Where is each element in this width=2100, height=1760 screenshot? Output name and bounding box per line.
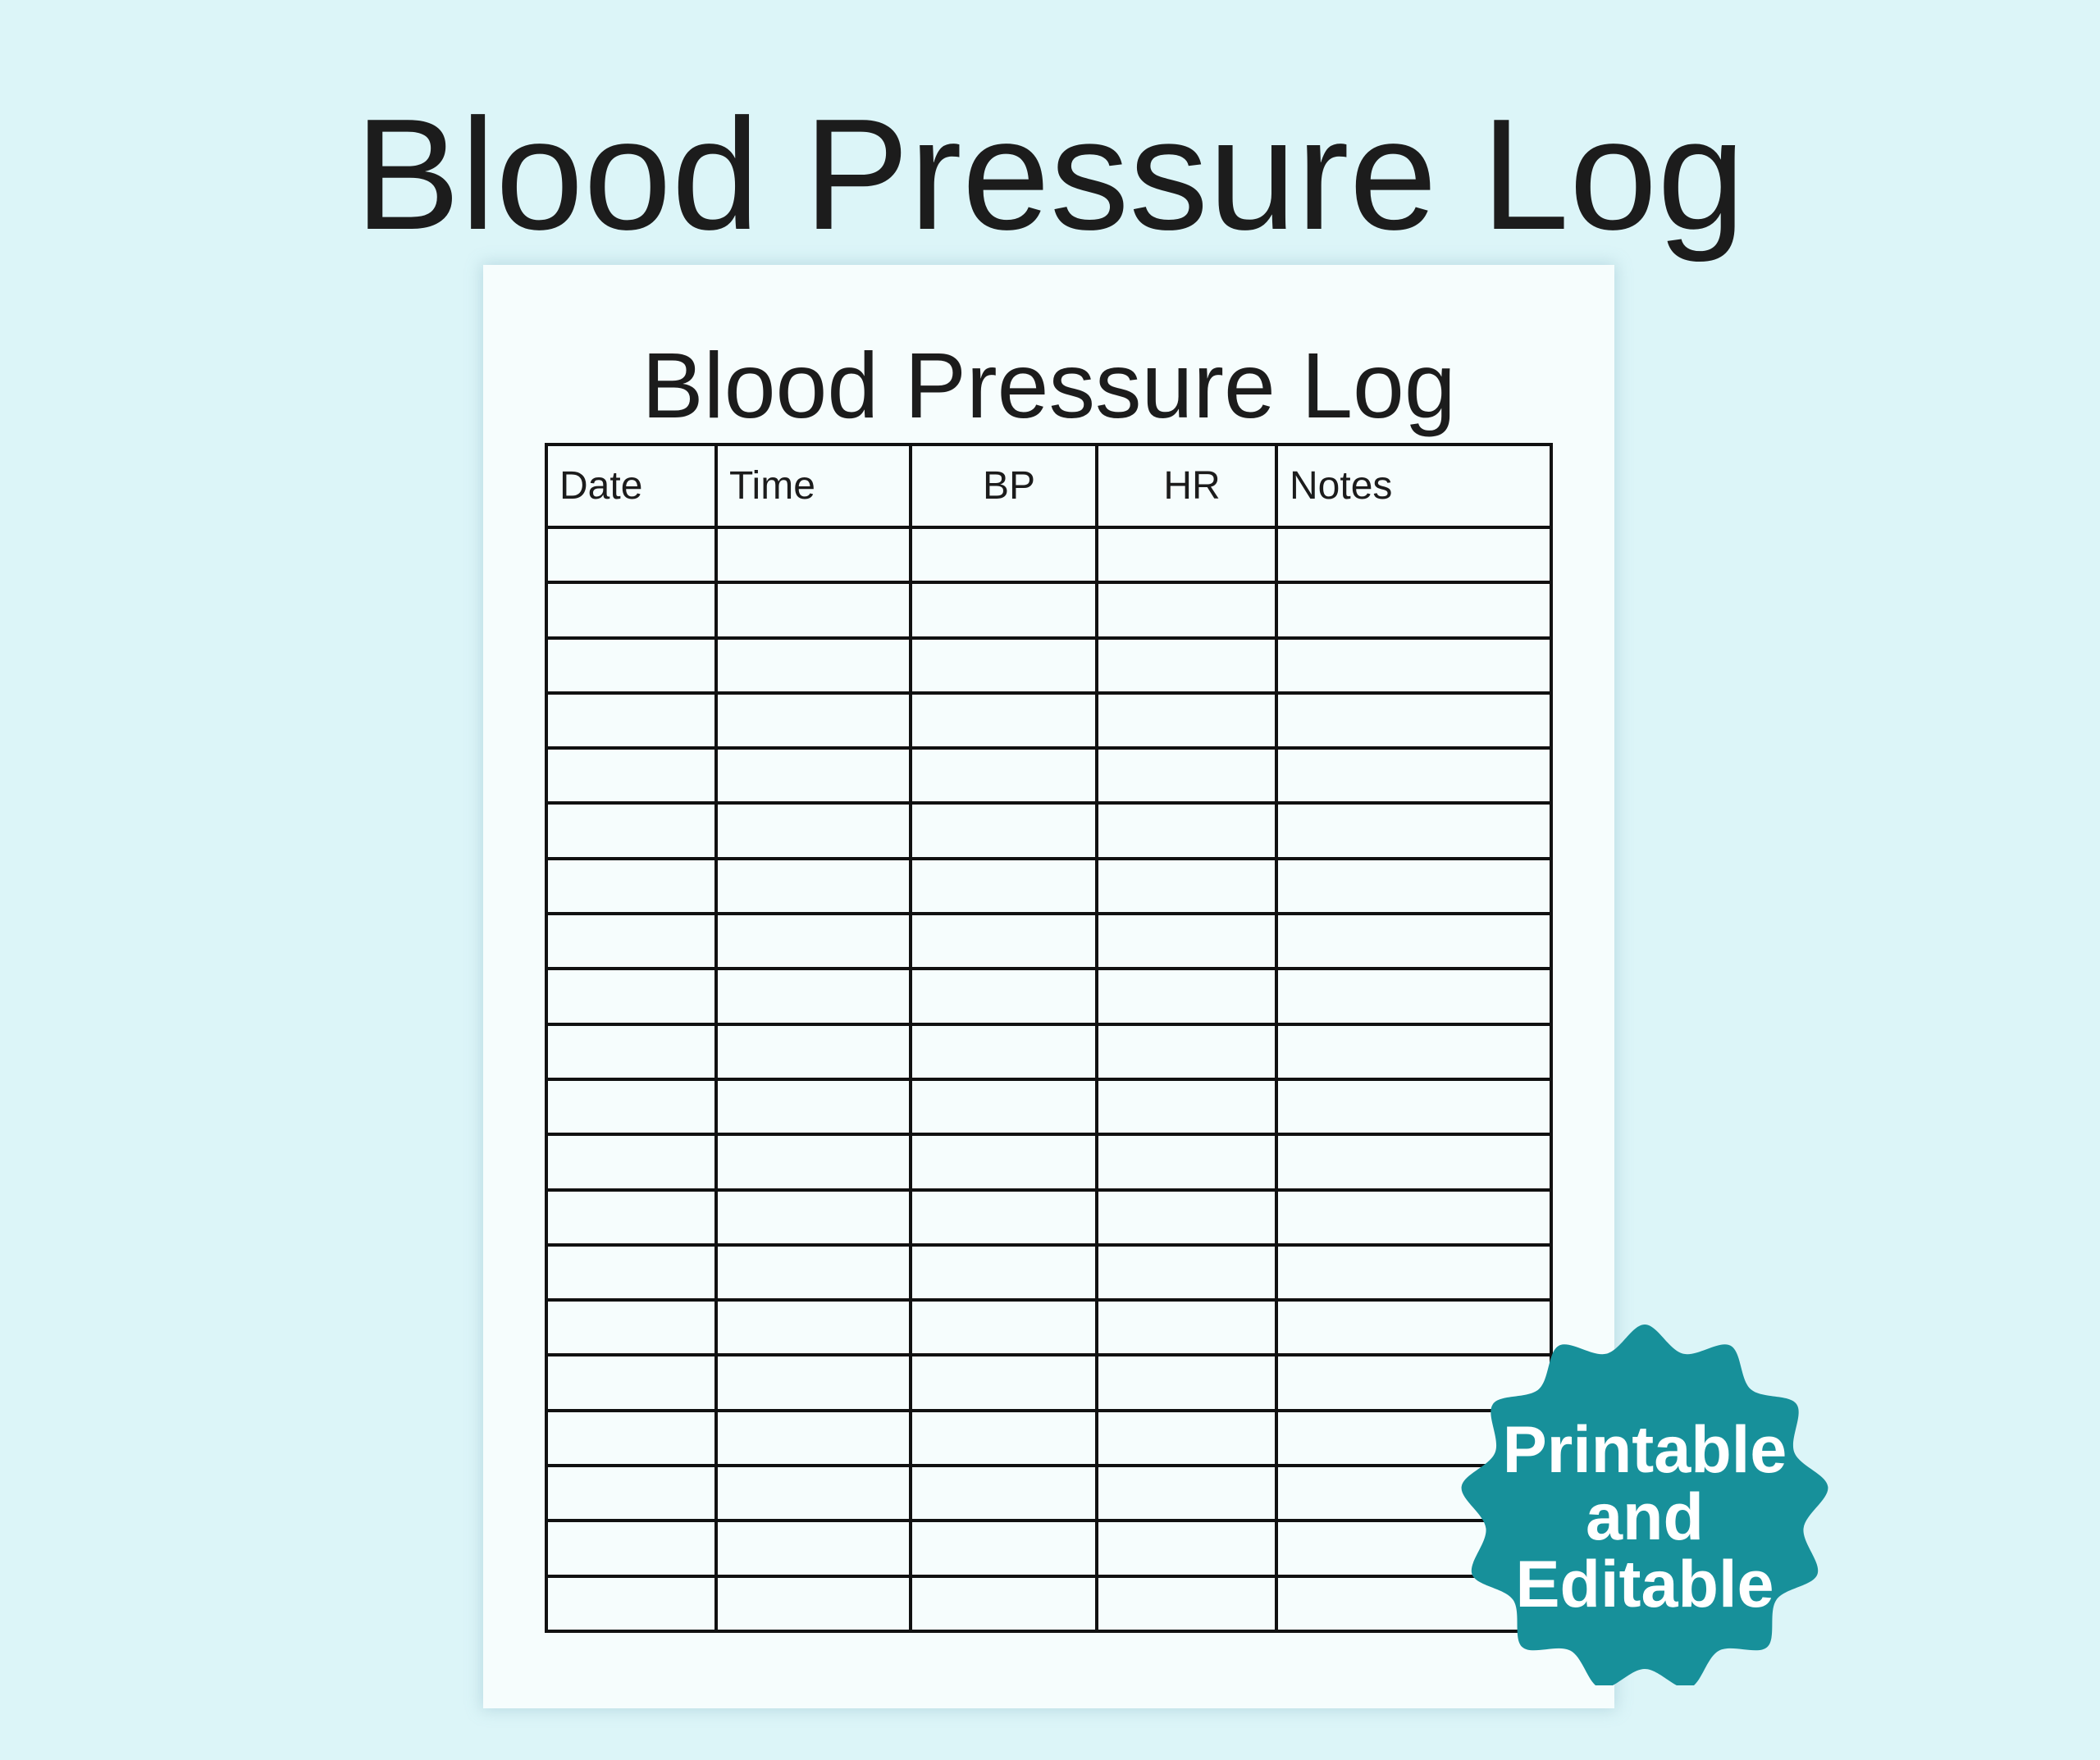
svg-text:Printable: Printable (1503, 1413, 1787, 1487)
svg-text:Editable: Editable (1515, 1548, 1774, 1621)
svg-text:and: and (1586, 1480, 1704, 1554)
